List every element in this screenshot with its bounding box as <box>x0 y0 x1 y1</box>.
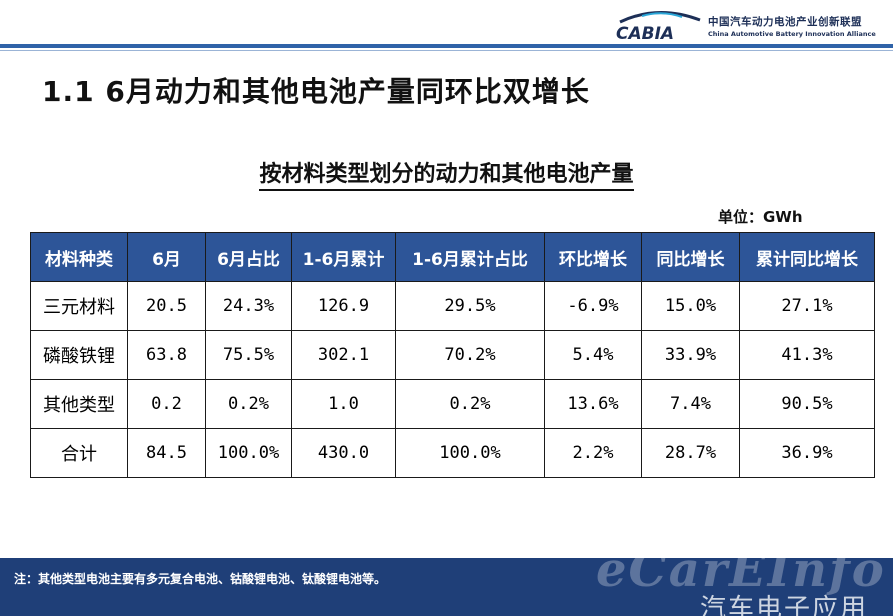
column-header: 6月 <box>127 232 206 282</box>
cell-ytd-yoy: 90.5% <box>739 379 875 429</box>
cell-mom: -6.9% <box>544 281 642 331</box>
header-rule-thin <box>0 50 893 51</box>
column-header: 1-6月累计 <box>291 232 396 282</box>
column-header: 累计同比增长 <box>739 232 875 282</box>
cell-ytd-share: 29.5% <box>395 281 545 331</box>
row-type: 合计 <box>30 428 128 478</box>
column-header: 材料种类 <box>30 232 128 282</box>
cell-ytd: 126.9 <box>291 281 396 331</box>
cell-ytd: 302.1 <box>291 330 396 380</box>
table-row-total: 合计 84.5 100.0% 430.0 100.0% 2.2% 28.7% 3… <box>30 428 875 478</box>
row-type: 三元材料 <box>30 281 128 331</box>
table-row: 三元材料 20.5 24.3% 126.9 29.5% -6.9% 15.0% … <box>30 281 875 331</box>
slide-title: 1.1 6月动力和其他电池产量同环比双增长 <box>42 75 590 108</box>
table-header-row: 材料种类 6月 6月占比 1-6月累计 1-6月累计占比 环比增长 同比增长 累… <box>30 232 875 282</box>
watermark-cn: 汽车电子应用 <box>700 594 869 616</box>
unit-label: 单位：GWh <box>718 208 803 226</box>
cell-june-share: 75.5% <box>205 330 292 380</box>
org-name-en: China Automotive Battery Innovation Alli… <box>708 30 876 38</box>
org-name-cn: 中国汽车动力电池产业创新联盟 <box>708 16 862 28</box>
cell-ytd-yoy: 36.9% <box>739 428 875 478</box>
cell-mom: 13.6% <box>544 379 642 429</box>
cell-ytd-share: 70.2% <box>395 330 545 380</box>
column-header: 同比增长 <box>641 232 740 282</box>
table-title-text: 按材料类型划分的动力和其他电池产量 <box>259 162 634 191</box>
cell-june-share: 24.3% <box>205 281 292 331</box>
cell-mom: 5.4% <box>544 330 642 380</box>
column-header: 环比增长 <box>544 232 642 282</box>
cell-june-share: 100.0% <box>205 428 292 478</box>
production-table: 材料种类 6月 6月占比 1-6月累计 1-6月累计占比 环比增长 同比增长 累… <box>30 232 875 478</box>
footer-note: 注：其他类型电池主要有多元复合电池、钴酸锂电池、钛酸锂电池等。 <box>14 572 387 586</box>
column-header: 1-6月累计占比 <box>395 232 545 282</box>
row-type: 磷酸铁锂 <box>30 330 128 380</box>
cell-june: 20.5 <box>127 281 206 331</box>
cell-yoy: 28.7% <box>641 428 740 478</box>
cell-ytd: 430.0 <box>291 428 396 478</box>
cell-ytd-share: 100.0% <box>395 428 545 478</box>
table-row: 其他类型 0.2 0.2% 1.0 0.2% 13.6% 7.4% 90.5% <box>30 379 875 429</box>
cell-june: 84.5 <box>127 428 206 478</box>
table-row: 磷酸铁锂 63.8 75.5% 302.1 70.2% 5.4% 33.9% 4… <box>30 330 875 380</box>
row-type: 其他类型 <box>30 379 128 429</box>
cell-mom: 2.2% <box>544 428 642 478</box>
cell-june: 63.8 <box>127 330 206 380</box>
cell-june-share: 0.2% <box>205 379 292 429</box>
cell-yoy: 33.9% <box>641 330 740 380</box>
logo-text: CABIA <box>616 24 674 42</box>
cabia-logo: CABIA 中国汽车动力电池产业创新联盟 China Automotive Ba… <box>612 8 887 42</box>
cell-ytd: 1.0 <box>291 379 396 429</box>
cell-ytd-share: 0.2% <box>395 379 545 429</box>
watermark-en: eCarEInfo <box>596 542 886 598</box>
column-header: 6月占比 <box>205 232 292 282</box>
header-rule <box>0 44 893 48</box>
cell-june: 0.2 <box>127 379 206 429</box>
cabia-logo-mark: CABIA <box>616 11 701 42</box>
cell-ytd-yoy: 41.3% <box>739 330 875 380</box>
footer-bar: 注：其他类型电池主要有多元复合电池、钴酸锂电池、钛酸锂电池等。 eCarEInf… <box>0 542 893 616</box>
table-title: 按材料类型划分的动力和其他电池产量 <box>0 156 893 191</box>
cell-yoy: 7.4% <box>641 379 740 429</box>
cell-ytd-yoy: 27.1% <box>739 281 875 331</box>
cell-yoy: 15.0% <box>641 281 740 331</box>
